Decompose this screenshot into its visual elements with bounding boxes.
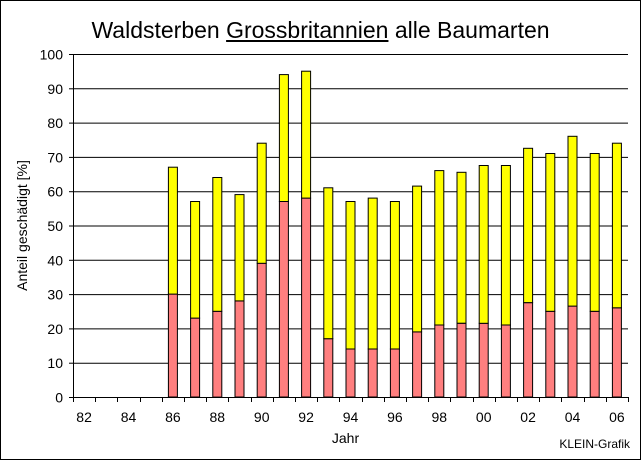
bar-damaged-severe-88 (212, 310, 223, 398)
x-tick-label: 92 (298, 409, 314, 425)
bar-damaged-other-91 (278, 74, 289, 202)
y-tick-label: 20 (47, 321, 63, 337)
bar-damaged-severe-02 (523, 302, 534, 398)
title-country: Grossbritannien (226, 17, 389, 43)
y-tick-label: 40 (47, 252, 63, 268)
bar-damaged-other-86 (167, 166, 178, 295)
bar-damaged-severe-04 (567, 305, 578, 398)
bar-damaged-other-88 (212, 177, 223, 312)
y-tick-label: 10 (47, 355, 63, 371)
bar-damaged-other-97 (412, 185, 423, 333)
y-tick-label: 90 (47, 81, 63, 97)
y-tick-label: 80 (47, 115, 63, 131)
credit-label: KLEIN-Grafik (559, 437, 630, 451)
y-tick-label: 70 (47, 149, 63, 165)
x-tick-label: 82 (76, 409, 92, 425)
x-axis-label: Jahr (332, 430, 360, 446)
bar-damaged-severe-03 (545, 310, 556, 398)
bar-damaged-other-95 (367, 197, 378, 350)
bar-damaged-severe-98 (434, 324, 445, 398)
bar-damaged-severe-86 (167, 293, 178, 398)
y-axis-label: Anteil geschädigt [%] (14, 160, 30, 291)
y-tick-label: 30 (47, 287, 63, 303)
bar-damaged-other-99 (456, 171, 467, 324)
bar-damaged-other-05 (589, 153, 600, 312)
y-tick-label: 60 (47, 184, 63, 200)
bar-damaged-severe-05 (589, 310, 600, 398)
bar-damaged-other-02 (523, 147, 534, 304)
bar-damaged-other-04 (567, 135, 578, 307)
bar-damaged-severe-90 (256, 262, 267, 398)
bar-damaged-other-93 (323, 187, 334, 340)
bar-damaged-severe-87 (190, 317, 201, 398)
bar-damaged-severe-92 (301, 197, 312, 398)
y-tick-label: 50 (47, 218, 63, 234)
bar-damaged-other-87 (190, 201, 201, 319)
x-tick-label: 94 (343, 409, 359, 425)
bar-damaged-severe-95 (367, 348, 378, 398)
title-part-1: Waldsterben (91, 17, 227, 43)
x-tick-label: 00 (476, 409, 492, 425)
bar-damaged-severe-91 (278, 201, 289, 398)
x-tick-label: 04 (565, 409, 581, 425)
bar-damaged-severe-96 (389, 348, 400, 398)
bar-damaged-other-94 (345, 201, 356, 350)
bar-damaged-other-03 (545, 153, 556, 312)
bar-damaged-other-92 (301, 70, 312, 199)
x-tick-label: 84 (121, 409, 137, 425)
bar-damaged-other-89 (234, 194, 245, 302)
y-tick-label: 0 (55, 390, 63, 406)
x-tick-label: 98 (432, 409, 448, 425)
x-tick-label: 06 (609, 409, 625, 425)
bar-damaged-other-98 (434, 170, 445, 326)
bar-damaged-other-90 (256, 142, 267, 264)
x-tick-label: 02 (520, 409, 536, 425)
bar-damaged-severe-97 (412, 331, 423, 398)
bar-damaged-severe-89 (234, 300, 245, 398)
x-tick-label: 88 (210, 409, 226, 425)
bar-damaged-severe-94 (345, 348, 356, 398)
bar-damaged-severe-01 (500, 324, 511, 398)
x-tick-label: 90 (254, 409, 270, 425)
bar-damaged-other-96 (389, 201, 400, 350)
bar-damaged-severe-99 (456, 322, 467, 398)
bar-damaged-severe-00 (478, 322, 489, 398)
y-tick-label: 100 (40, 47, 64, 63)
x-tick-label: 96 (387, 409, 403, 425)
chart-title: Waldsterben Grossbritannien alle Baumart… (1, 17, 640, 44)
bar-damaged-severe-06 (611, 307, 622, 398)
x-tick-label: 86 (165, 409, 181, 425)
title-part-3: alle Baumarten (388, 17, 550, 43)
bar-damaged-other-00 (478, 165, 489, 324)
bar-damaged-other-01 (500, 165, 511, 326)
bar-damaged-severe-93 (323, 338, 334, 398)
bar-damaged-other-06 (611, 142, 622, 309)
